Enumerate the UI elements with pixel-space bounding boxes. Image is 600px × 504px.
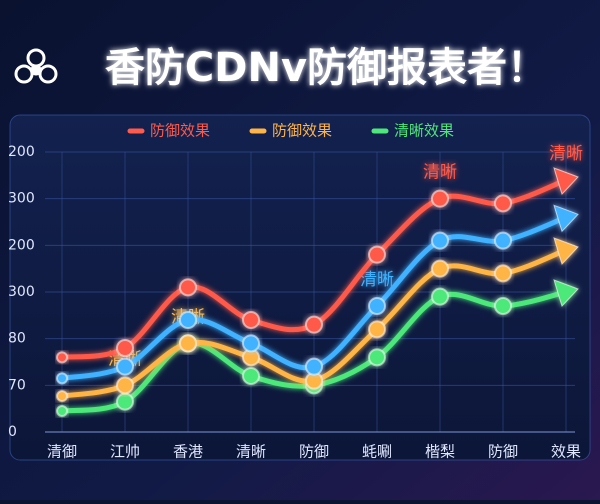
point: [179, 334, 197, 353]
y-tick-label: 300: [8, 284, 35, 300]
point-label: 清晰: [549, 144, 583, 164]
point: [494, 194, 512, 213]
point: [56, 351, 68, 364]
x-tick-label: 江帅: [110, 443, 140, 461]
x-tick-label: 蚝唰: [362, 443, 392, 461]
point: [305, 315, 323, 334]
arrow-head: [553, 237, 579, 265]
y-tick-label: 80: [8, 331, 26, 347]
point: [116, 376, 134, 395]
y-tick-label: 200: [8, 144, 35, 160]
point: [368, 297, 386, 315]
point: [179, 278, 197, 297]
point: [116, 392, 134, 411]
point: [494, 297, 512, 315]
point: [368, 245, 386, 264]
point-label: 清晰: [423, 163, 457, 183]
point: [431, 189, 449, 208]
point: [368, 348, 386, 367]
x-tick-label: 防御: [488, 443, 518, 461]
point: [56, 405, 68, 417]
point: [56, 372, 68, 385]
arrow-head: [553, 279, 579, 307]
point: [56, 390, 68, 403]
x-tick-label: 清晰: [236, 443, 266, 461]
point: [368, 320, 386, 339]
point: [179, 311, 197, 329]
y-tick-label: 200: [8, 237, 35, 253]
point: [116, 357, 134, 376]
x-tick-label: 效果: [551, 443, 581, 461]
x-tick-label: 楷梨: [425, 443, 455, 461]
point: [431, 231, 449, 250]
y-tick-label: 300: [8, 191, 35, 207]
point: [116, 339, 134, 357]
point: [431, 259, 449, 278]
x-tick-label: 防御: [299, 443, 329, 461]
point: [431, 287, 449, 306]
logo: [14, 48, 58, 84]
point: [494, 231, 512, 250]
x-tick-label: 香港: [173, 443, 203, 461]
arrow-head: [553, 204, 579, 233]
y-tick-label: 0: [8, 424, 17, 440]
legend-label: 防御效果: [150, 122, 210, 140]
x-tick-label: 清御: [47, 443, 77, 461]
point: [305, 357, 323, 376]
legend-label: 清晰效果: [394, 122, 454, 140]
legend: 防御效果 防御效果 清晰效果: [127, 122, 454, 140]
point-label: 清晰: [360, 270, 394, 290]
point: [494, 264, 512, 283]
arrow-head: [553, 167, 579, 195]
chart-title: 香防CDNv防御报表者！: [105, 45, 547, 91]
y-tick-label: 70: [8, 377, 26, 393]
point: [242, 367, 260, 385]
legend-label: 防御效果: [272, 122, 332, 140]
point: [242, 334, 260, 353]
point: [242, 311, 260, 329]
